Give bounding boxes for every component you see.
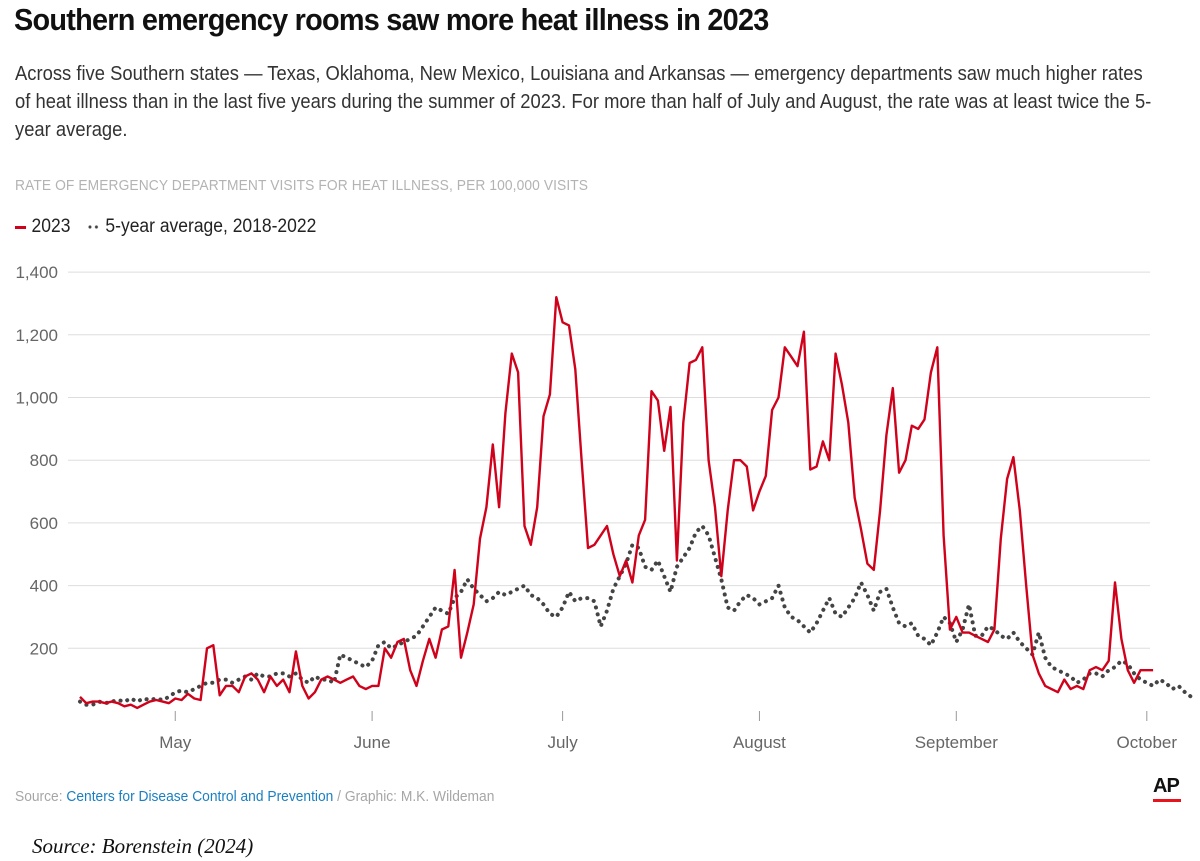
x-tick-label: May [159,733,192,752]
x-axis-ticks: May June July August September October [159,711,1177,752]
x-tick-label: October [1117,733,1178,752]
y-tick-label: 1,200 [15,326,58,345]
y-tick-label: 1,400 [15,263,58,282]
legend-label-2023: 2023 [31,216,71,237]
gridlines [68,271,1150,649]
line-chart: 200 400 600 800 1,000 1,200 1,400 May June July A… [15,263,1194,752]
x-tick-label: June [354,733,391,752]
series-line-2023 [79,296,1154,710]
y-axis-ticks: 200 400 600 800 1,000 1,200 1,400 [15,263,58,658]
y-tick-label: 800 [30,451,58,470]
source-link[interactable]: Centers for Disease Control and Preventi… [66,788,334,805]
chart-title: Southern emergency rooms saw more heat i… [14,2,769,37]
legend-swatch-2023 [15,225,27,229]
x-tick-label: July [547,733,578,752]
chart-subtitle: Across five Southern states — Texas, Okl… [15,63,1152,141]
legend: 2023 5-year average, 2018-2022 [15,216,316,238]
graphic-credit: / Graphic: M.K. Wildeman [333,788,495,805]
y-tick-label: 200 [30,639,58,658]
y-tick-label: 600 [30,514,58,533]
ap-logo-underline [1153,799,1181,802]
series-group [78,296,1194,710]
y-tick-label: 400 [30,577,58,596]
source-footer: Source: Centers for Disease Control and … [15,788,494,805]
y-tick-label: 1,000 [15,389,58,408]
x-tick-label: August [733,733,786,752]
citation: Source: Borenstein (2024) [32,834,254,858]
legend-label-average: 5-year average, 2018-2022 [105,216,317,237]
x-tick-label: September [915,733,998,752]
y-axis-title: RATE OF EMERGENCY DEPARTMENT VISITS FOR … [15,177,589,194]
source-label: Source: [15,788,67,805]
legend-swatch-average [87,225,100,229]
ap-logo: AP [1153,775,1180,797]
